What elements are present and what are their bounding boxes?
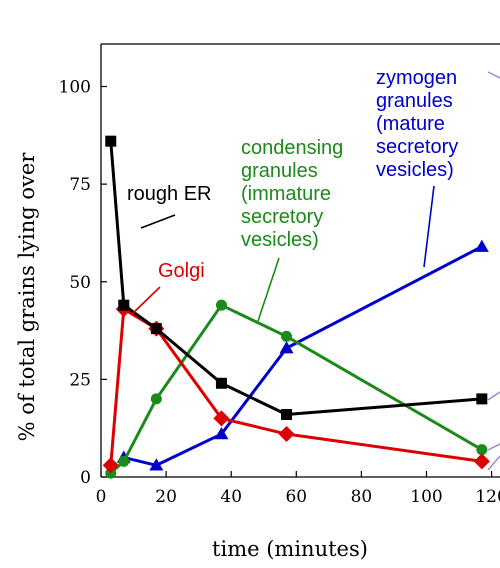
condensing-leader-line [257, 257, 280, 322]
x-tick-label: 120 [475, 487, 500, 507]
axes [100, 43, 500, 478]
x-tick-label: 20 [155, 487, 177, 507]
golgi-point [278, 426, 295, 443]
condensing-point [476, 444, 488, 456]
condensing-label: condensing granules (immature secretory vesi… [241, 137, 343, 251]
ticks: 0 20 40 60 80 100 120 0 25 50 75 100 [59, 78, 500, 508]
zymogen-point [214, 427, 229, 440]
series-layer [102, 135, 490, 479]
x-axis-title: time (minutes) [212, 537, 368, 561]
rough-er-point [281, 409, 293, 421]
y-tick-label: 100 [59, 78, 91, 98]
rough-er-label: rough ER [127, 183, 212, 205]
golgi-line [109, 307, 483, 466]
cropped-arrow-mark [487, 391, 500, 401]
golgi-label-line: Golgi [158, 260, 205, 282]
golgi-point [102, 457, 119, 474]
rough-er-label-line: rough ER [127, 183, 212, 205]
rough-er-point [118, 299, 130, 311]
zymogen-point [279, 341, 294, 354]
cropped-arrow-mark [487, 71, 500, 79]
zymogen-label-line: vesicles) [376, 159, 454, 181]
condensing-label-line: (immature [241, 183, 331, 205]
y-axis-title: % of total grains lying over [15, 152, 39, 442]
zymogen-point [474, 239, 489, 252]
rough-er-point [215, 377, 227, 389]
rough-er-leader-line [140, 214, 176, 229]
rough-er-point [150, 323, 162, 335]
x-tick-label: 100 [410, 487, 442, 507]
cropped-arrow-mark [487, 443, 500, 451]
rough-er-line [109, 141, 482, 417]
zymogen-label-line: zymogen [376, 67, 457, 89]
golgi-point [213, 410, 230, 427]
condensing-label-line: vesicles) [241, 229, 319, 251]
condensing-point [281, 330, 293, 342]
condensing-label-line: condensing [241, 137, 343, 159]
zymogen-label-line: secretory [376, 136, 458, 158]
golgi-leader-line [130, 286, 161, 316]
y-tick-label: 25 [69, 370, 91, 390]
x-tick-label: 60 [285, 487, 307, 507]
condensing-series [105, 299, 488, 479]
zymogen-label-line: granules [376, 90, 453, 112]
rough-er-point [105, 135, 117, 147]
zymogen-label: zymogen granules (mature secretory vesicles) [376, 67, 458, 181]
condensing-point [215, 299, 227, 311]
y-tick-label: 50 [69, 273, 91, 293]
zymogen-leader-line [423, 185, 435, 268]
y-tick-label: 0 [80, 468, 91, 488]
condensing-point [118, 455, 130, 467]
rough-er-series [105, 135, 488, 421]
condensing-label-line: granules [241, 160, 318, 182]
golgi-label: Golgi [158, 260, 205, 282]
condensing-label-line: secretory [241, 206, 323, 228]
cropped-arrow-mark [487, 455, 500, 471]
y-tick-label: 75 [69, 175, 91, 195]
x-tick-label: 80 [351, 487, 373, 507]
zymogen-label-line: (mature [376, 113, 445, 135]
golgi-point [473, 453, 490, 470]
x-tick-label: 40 [220, 487, 242, 507]
x-tick-label: 0 [96, 487, 107, 507]
condensing-point [150, 393, 162, 405]
condensing-line [109, 303, 483, 475]
zymogen-point [149, 458, 164, 471]
rough-er-point [476, 393, 488, 405]
